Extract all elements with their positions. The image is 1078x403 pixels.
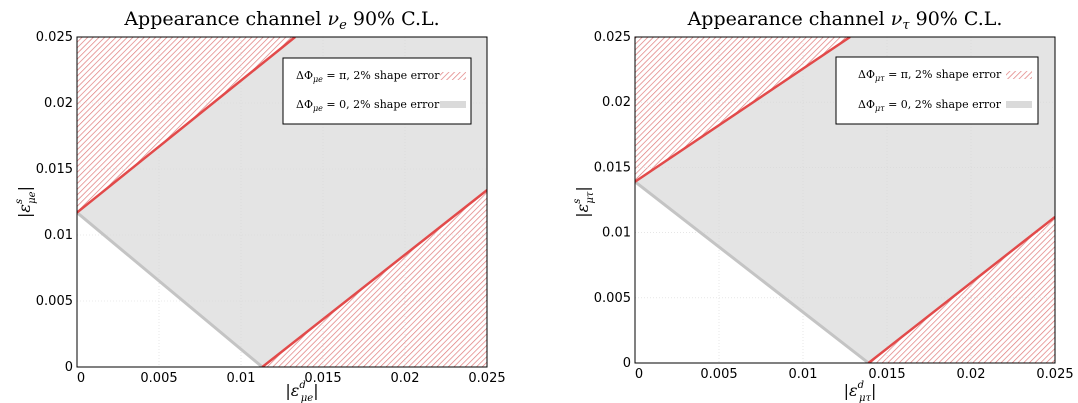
y-axis-label: |εs μτ| — [572, 186, 596, 218]
x-tick-label: 0.015 — [868, 367, 905, 382]
red-boundary-upper — [635, 37, 851, 183]
y-axis-label: |εs μe| — [14, 186, 38, 218]
x-tick-label: 0.02 — [957, 367, 986, 382]
x-tick-label: 0.005 — [700, 367, 737, 382]
legend-swatch-red — [440, 72, 466, 80]
chart-title: Appearance channel νe 90% C.L. — [123, 8, 439, 33]
x-tick-label: 0.025 — [1036, 367, 1073, 382]
x-tick-label: 0.02 — [391, 371, 420, 386]
chart-left: Appearance channel νe 90% C.L. 0 0.005 0.0… — [14, 8, 506, 403]
x-tick-label: 0.01 — [227, 371, 256, 386]
plot-frame — [634, 36, 1056, 364]
y-tick-label: 0 — [623, 356, 631, 371]
y-tick-label: 0.005 — [594, 291, 631, 306]
legend-swatch-gray — [1006, 101, 1032, 108]
legend-swatch-gray — [440, 101, 466, 108]
red-boundary-lower — [261, 189, 487, 367]
y-tick-label: 0.005 — [36, 294, 73, 309]
legend-box — [835, 56, 1039, 125]
legend-label-gray: ΔΦμe = 0, 2% shape error — [296, 98, 440, 113]
chart-right: Appearance channel ντ 90% C.L. 0 0.005 0.0… — [572, 8, 1074, 403]
y-tick-label: 0.01 — [602, 226, 631, 241]
x-tick-label: 0.015 — [304, 371, 341, 386]
x-tick-label: 0 — [77, 371, 85, 386]
legend: ΔΦμe = π, 2% shape error ΔΦμe = 0, 2% sh… — [282, 57, 472, 125]
plot-frame — [76, 36, 488, 368]
x-tick-label: 0.005 — [140, 371, 177, 386]
x-tick-label: 0 — [635, 367, 643, 382]
gray-boundary-line — [77, 211, 264, 367]
legend-label-red: ΔΦμτ = π, 2% shape error — [858, 68, 1002, 83]
red-boundary-lower — [867, 215, 1055, 363]
legend-swatch-red — [1006, 71, 1032, 79]
legend-box — [282, 57, 472, 125]
y-tick-label: 0.025 — [594, 30, 631, 45]
legend-label-red: ΔΦμe = π, 2% shape error — [296, 69, 440, 84]
x-tick-label: 0.025 — [468, 371, 505, 386]
y-tick-label: 0.02 — [602, 95, 631, 110]
tick-labels: 0 0.005 0.01 0.015 0.02 0.025 0 0.005 0.01 0.015 0… — [36, 30, 506, 386]
y-tick-label: 0.015 — [36, 162, 73, 177]
x-axis-label: |εd μe| — [285, 380, 318, 403]
y-tick-label: 0.02 — [44, 96, 73, 111]
tick-labels: 0 0.005 0.01 0.015 0.02 0.025 0 0.005 0.01 0.015 0… — [594, 30, 1074, 382]
gray-boundary-line — [635, 180, 870, 363]
y-tick-label: 0 — [65, 360, 73, 375]
chart-title: Appearance channel ντ 90% C.L. — [687, 8, 1003, 33]
y-tick-label: 0.025 — [36, 30, 73, 45]
legend: ΔΦμτ = π, 2% shape error ΔΦμτ = 0, 2% sh… — [835, 56, 1039, 125]
x-axis-label: |εd μτ| — [844, 380, 877, 403]
legend-label-gray: ΔΦμτ = 0, 2% shape error — [858, 98, 1002, 113]
y-tick-label: 0.01 — [44, 228, 73, 243]
x-tick-label: 0.01 — [789, 367, 818, 382]
red-boundary-upper — [77, 37, 296, 214]
y-tick-label: 0.015 — [594, 160, 631, 175]
